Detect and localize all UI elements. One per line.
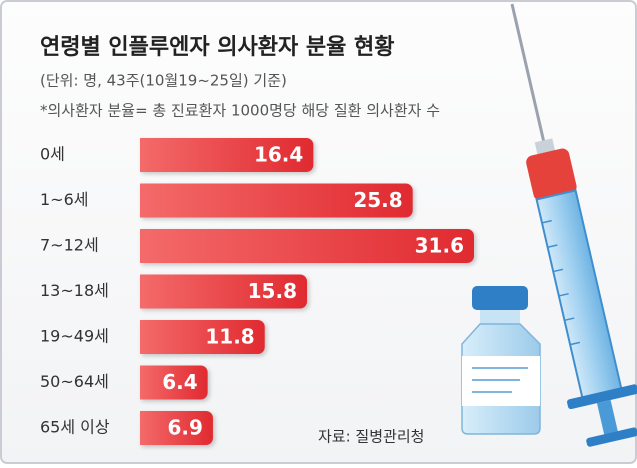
vial [461,286,541,435]
source: 자료: 질병관리청 [318,428,424,446]
value-label: 6.9 [167,416,202,440]
value-label: 11.8 [205,325,254,349]
chart-note: *의사환자 분율= 총 진료환자 1000명당 해당 질환 의사환자 수 [40,102,440,120]
value-label: 25.8 [353,188,402,212]
chart-title: 연령별 인플루엔자 의사환자 분율 현황 [40,35,394,60]
category-label: 1~6세 [40,190,89,209]
value-label: 6.4 [162,370,197,394]
category-label: 13~18세 [40,281,109,300]
value-label: 15.8 [248,279,297,303]
bar [140,138,314,172]
category-label: 19~49세 [40,327,109,346]
category-label: 7~12세 [40,236,99,255]
bar [140,411,213,445]
bar [140,320,265,354]
bar [140,365,208,400]
bar [140,229,474,263]
category-label: 50~64세 [40,372,109,391]
category-label: 65세 이상 [40,418,110,437]
value-label: 31.6 [415,234,464,258]
chart-subtitle: (단위: 명, 43주(10월19~25일) 기준) [40,72,287,90]
bar [140,183,413,218]
category-label: 0세 [40,145,65,164]
value-label: 16.4 [254,143,303,167]
syringe [510,3,637,447]
bar [140,274,307,309]
